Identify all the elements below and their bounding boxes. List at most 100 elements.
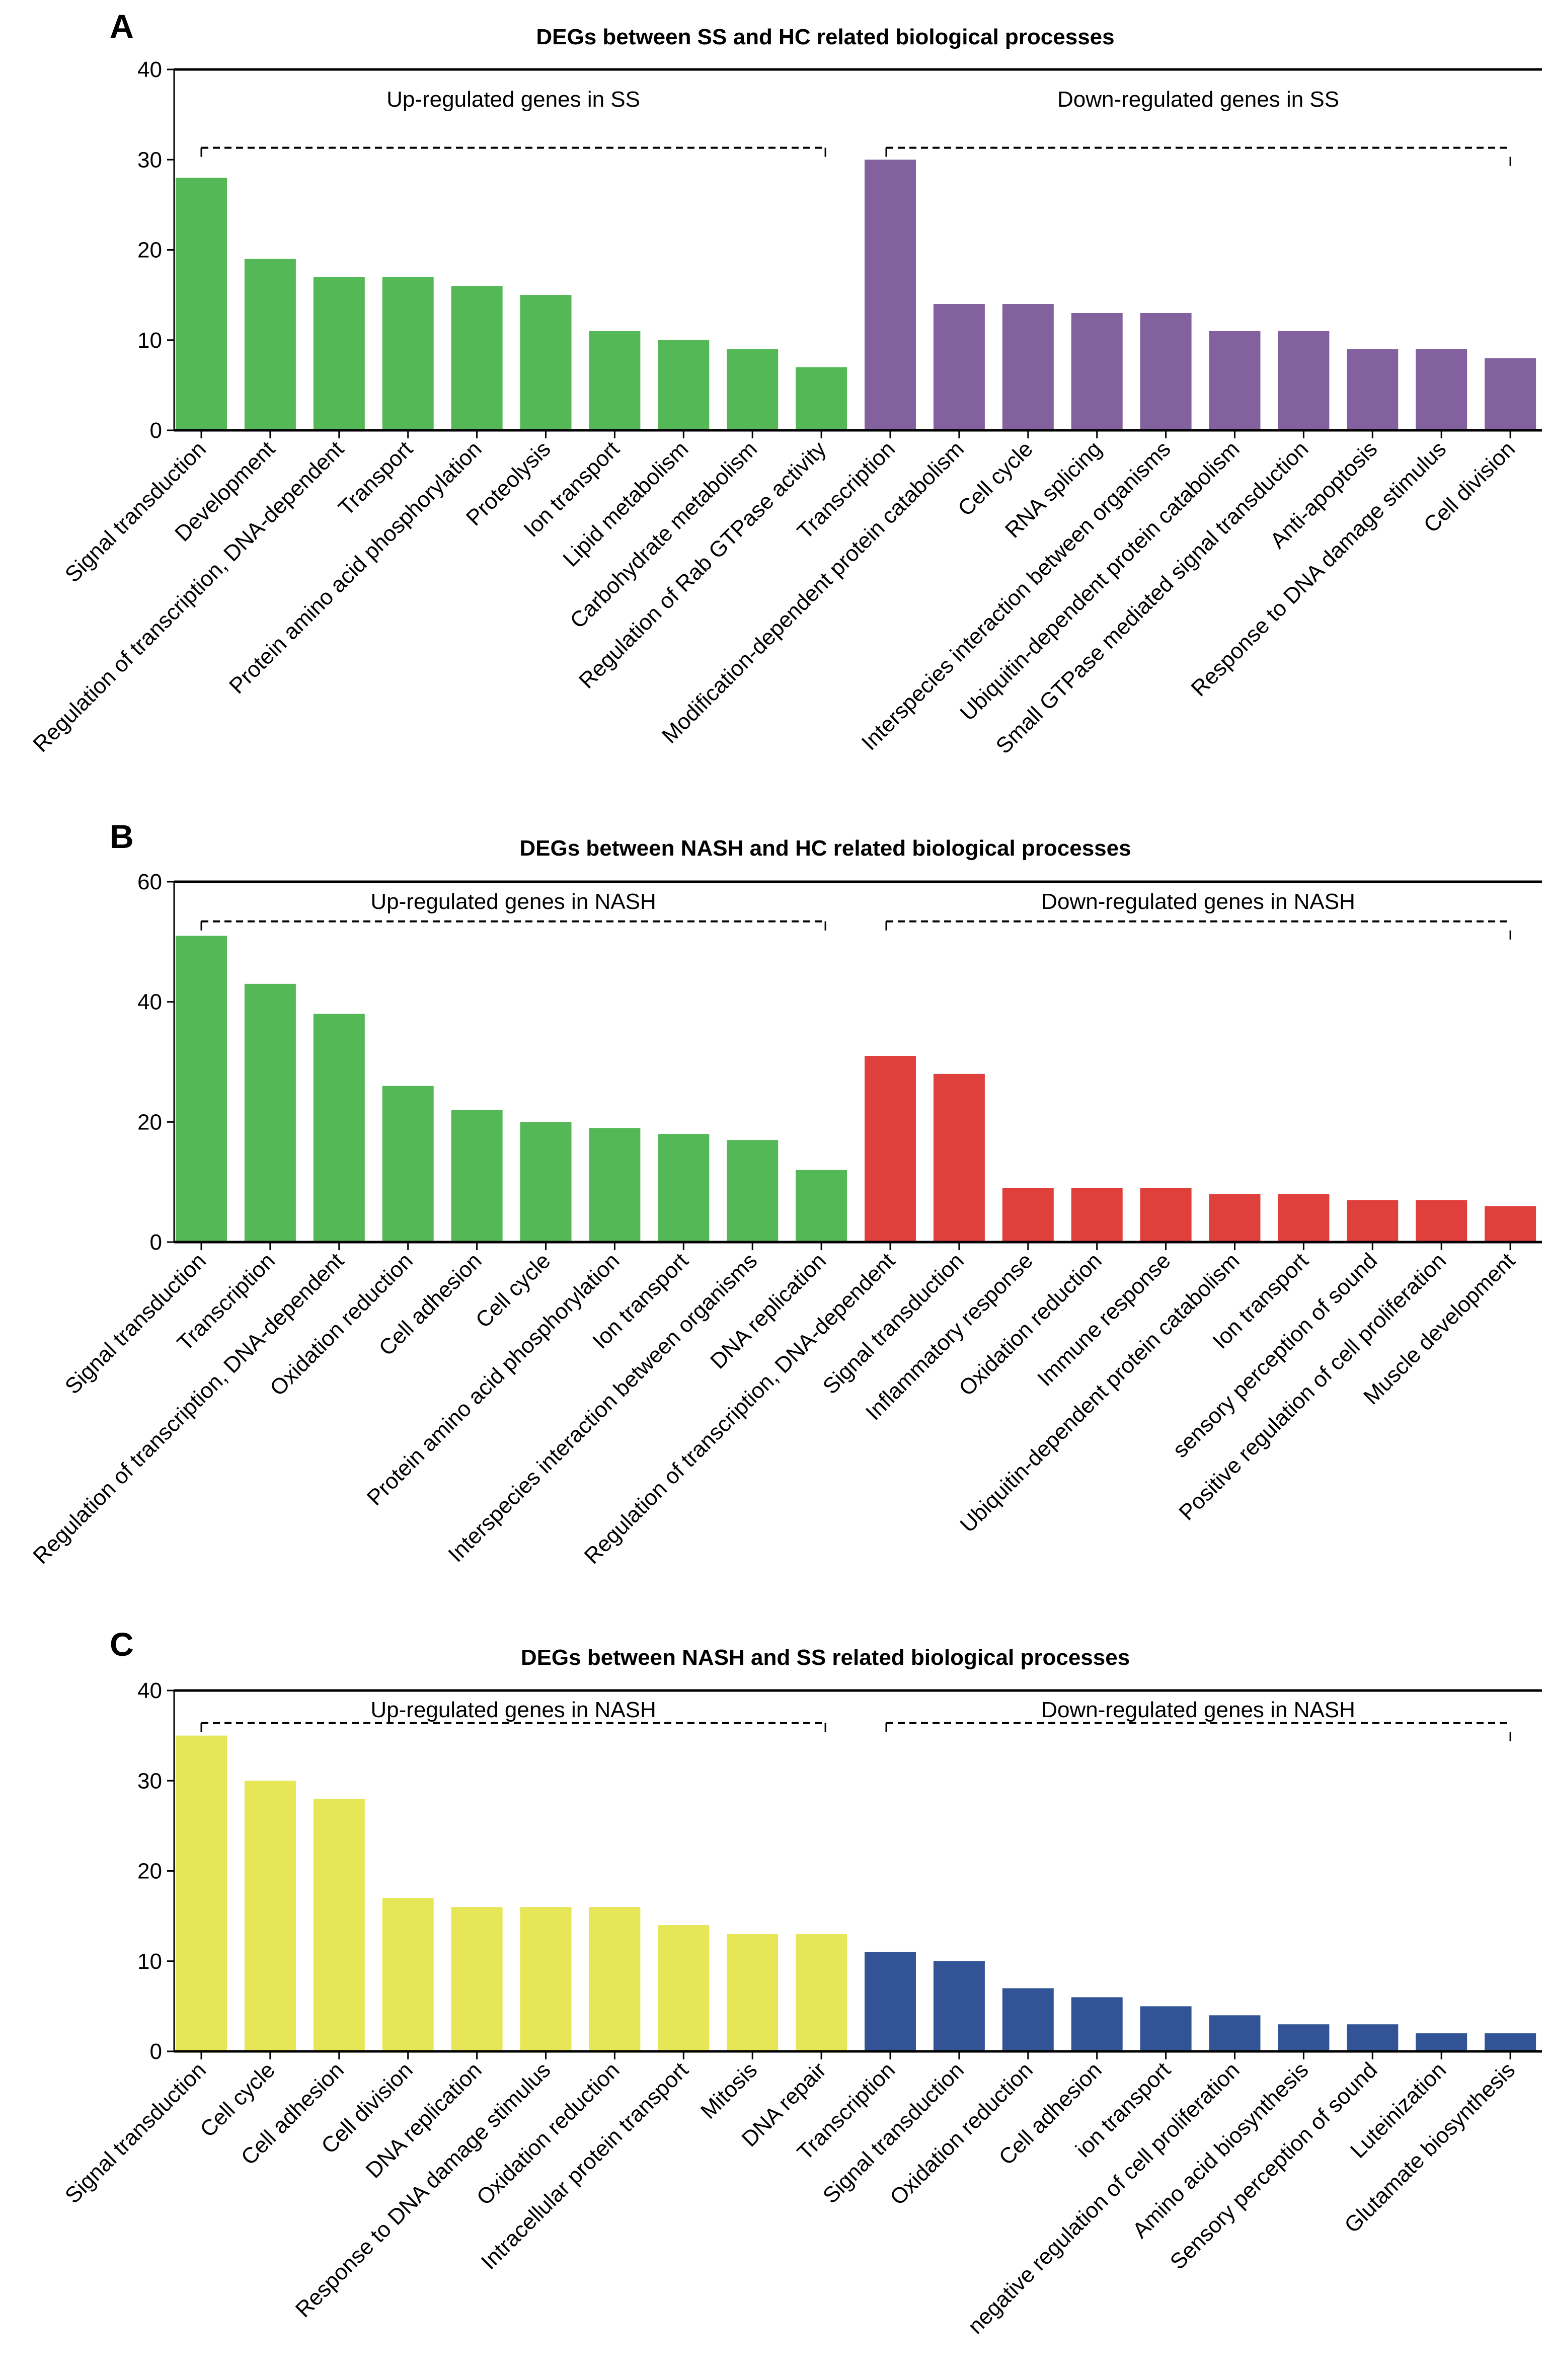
y-tick-label: 20 <box>137 1110 162 1134</box>
bar <box>382 1898 434 2051</box>
bar <box>244 983 296 1242</box>
chart-title: DEGs between SS and HC related biologica… <box>536 25 1114 49</box>
bar <box>865 1056 916 1242</box>
bar <box>727 349 779 430</box>
bar <box>865 1952 916 2051</box>
bar <box>520 1907 572 2051</box>
y-tick-label: 0 <box>150 2039 162 2064</box>
bar <box>1485 358 1536 430</box>
bar <box>382 277 434 430</box>
bar <box>933 1961 985 2051</box>
group-label: Up-regulated genes in SS <box>386 87 640 112</box>
bar <box>451 1907 503 2051</box>
bar <box>589 331 641 430</box>
bar <box>313 277 365 430</box>
y-tick-label: 10 <box>137 328 162 353</box>
bar <box>1071 313 1123 430</box>
y-tick-label: 30 <box>137 147 162 172</box>
bar <box>1140 2006 1192 2051</box>
x-tick-label: Protein amino acid phosphorylation <box>224 436 487 699</box>
panel-letter: A <box>110 8 134 45</box>
bar <box>313 1014 365 1242</box>
bar <box>658 1925 710 2051</box>
bar <box>451 1110 503 1242</box>
group-label: Down-regulated genes in SS <box>1057 87 1339 112</box>
y-tick-label: 60 <box>137 870 162 894</box>
bar <box>1347 349 1399 430</box>
x-tick-label: Small GTPase mediated signal transductio… <box>991 436 1313 758</box>
bar <box>244 1781 296 2051</box>
bar <box>1416 349 1467 430</box>
bar <box>796 1170 847 1242</box>
bar <box>244 259 296 430</box>
panel-letter: C <box>110 1626 134 1663</box>
bar <box>520 295 572 430</box>
bar <box>1209 2015 1261 2051</box>
group-label: Up-regulated genes in NASH <box>370 889 656 914</box>
bar <box>727 1140 779 1242</box>
bar <box>1002 304 1054 430</box>
y-tick-label: 0 <box>150 1230 162 1255</box>
bar <box>1002 1188 1054 1242</box>
x-tick-label: DNA replication <box>361 2057 487 2183</box>
bar <box>658 340 710 430</box>
x-tick-label: Response to DNA damage stimulus <box>1186 436 1451 701</box>
x-tick-label: Regulation of transcription, DNA-depende… <box>28 436 349 757</box>
bar <box>727 1934 779 2051</box>
bar <box>1140 1188 1192 1242</box>
x-tick-label: Regulation of Rab GTPase activity <box>574 436 831 693</box>
y-tick-label: 40 <box>137 57 162 82</box>
bar <box>520 1122 572 1242</box>
x-tick-label: Lipid metabolism <box>558 436 693 571</box>
bar <box>1071 1997 1123 2051</box>
bar <box>1140 313 1192 430</box>
bar <box>1209 1194 1261 1242</box>
chart-title: DEGs between NASH and HC related biologi… <box>519 836 1131 861</box>
bar <box>796 367 847 430</box>
y-tick-label: 40 <box>137 1678 162 1703</box>
bar <box>1071 1188 1123 1242</box>
x-tick-label: Protein amino acid phosphorylation <box>362 1248 625 1510</box>
group-label: Down-regulated genes in NASH <box>1041 1698 1355 1722</box>
bar <box>1002 1988 1054 2051</box>
bar <box>313 1799 365 2051</box>
group-label: Up-regulated genes in NASH <box>370 1698 656 1722</box>
chart-panel-c: C DEGs between NASH and SS related biolog… <box>60 1626 1542 2339</box>
bar <box>176 1735 227 2051</box>
bar <box>933 1073 985 1242</box>
bar <box>796 1934 847 2051</box>
bar <box>865 160 916 430</box>
bar <box>1278 2024 1330 2051</box>
bar <box>589 1128 641 1242</box>
x-tick-label: Response to DNA damage stimulus <box>291 2057 556 2322</box>
bar <box>1416 1200 1467 1242</box>
bar <box>1347 2024 1399 2051</box>
bar <box>658 1134 710 1242</box>
panel-letter: B <box>110 818 134 855</box>
bar <box>1485 2033 1536 2051</box>
bar <box>1416 2033 1467 2051</box>
bar <box>933 304 985 430</box>
x-tick-label: Immune response <box>1033 1248 1176 1391</box>
bar <box>451 286 503 430</box>
x-tick-label: Mitosis <box>696 2057 762 2123</box>
y-tick-label: 10 <box>137 1949 162 1974</box>
y-tick-label: 30 <box>137 1769 162 1793</box>
chart-panel-b: B DEGs between NASH and HC related biolog… <box>28 818 1542 1569</box>
bar <box>1278 331 1330 430</box>
x-tick-label: Signal transduction <box>60 2057 211 2208</box>
y-tick-label: 20 <box>137 1859 162 1884</box>
y-tick-label: 20 <box>137 238 162 263</box>
bar <box>176 178 227 430</box>
bar <box>1278 1194 1330 1242</box>
y-tick-label: 40 <box>137 990 162 1015</box>
bar <box>1209 331 1261 430</box>
bar <box>382 1086 434 1242</box>
bar <box>1347 1200 1399 1242</box>
chart-panel-a: A DEGs between SS and HC related biologic… <box>28 8 1542 758</box>
chart-title: DEGs between NASH and SS related biologi… <box>521 1645 1130 1670</box>
x-tick-label: Regulation of transcription, DNA-depende… <box>28 1248 349 1569</box>
group-label: Down-regulated genes in NASH <box>1041 889 1355 914</box>
y-tick-label: 0 <box>150 418 162 443</box>
